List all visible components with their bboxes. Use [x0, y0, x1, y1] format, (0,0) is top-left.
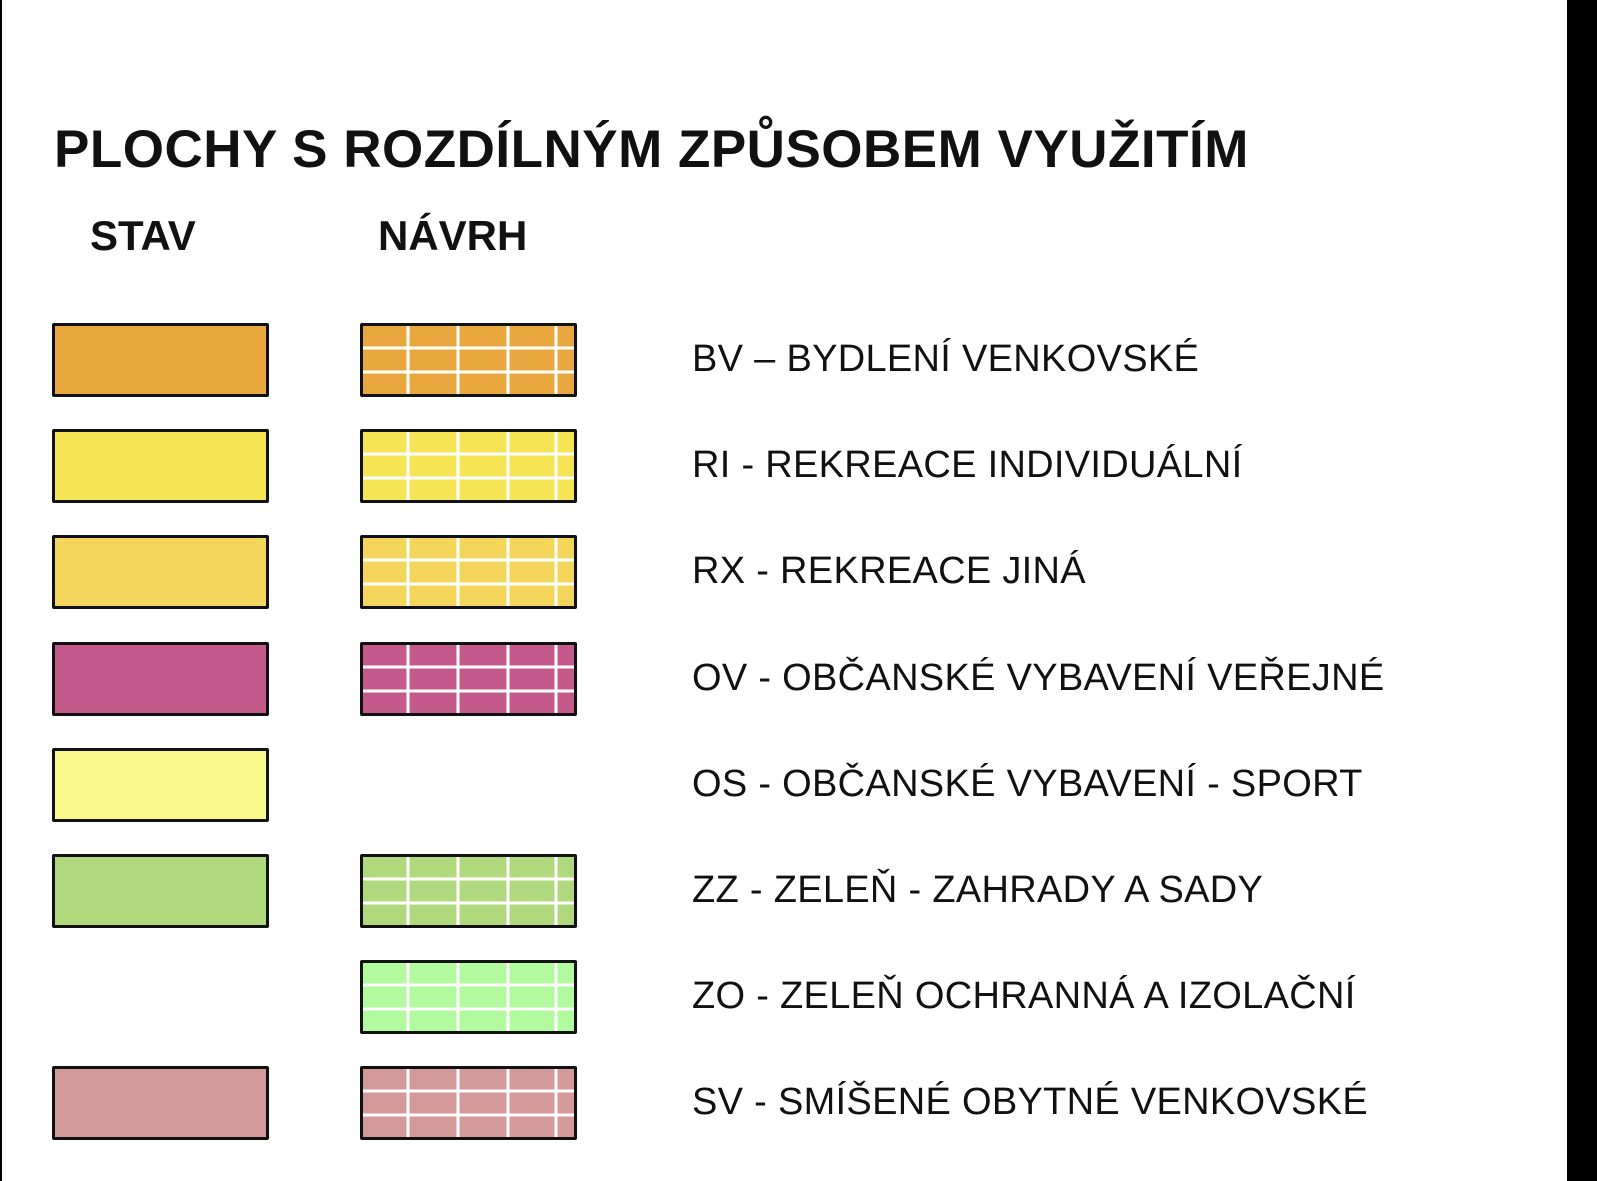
- legend-label-zo: ZO - ZELEŇ OCHRANNÁ A IZOLAČNÍ: [692, 975, 1356, 1017]
- legend-label-os: OS - OBČANSKÉ VYBAVENÍ - SPORT: [692, 763, 1363, 805]
- swatch-stav-os: [52, 748, 269, 822]
- legend-label-rx: RX - REKREACE JINÁ: [692, 550, 1086, 592]
- right-edge-strip: [1567, 0, 1597, 1181]
- swatch-navrh-zo: [360, 960, 577, 1034]
- grid-hatch-pattern: [363, 538, 574, 606]
- legend-label-ri: RI - REKREACE INDIVIDUÁLNÍ: [692, 444, 1243, 486]
- swatch-stav-bv: [52, 323, 269, 397]
- swatch-navrh-bv: [360, 323, 577, 397]
- legend-row-os: OS - OBČANSKÉ VYBAVENÍ - SPORT: [0, 748, 1560, 824]
- legend-row-sv: SV - SMÍŠENÉ OBYTNÉ VENKOVSKÉ: [0, 1066, 1560, 1142]
- legend-label-sv: SV - SMÍŠENÉ OBYTNÉ VENKOVSKÉ: [692, 1081, 1368, 1123]
- swatch-stav-sv: [52, 1066, 269, 1140]
- grid-hatch-pattern: [363, 1069, 574, 1137]
- legend-row-zz: ZZ - ZELEŇ - ZAHRADY A SADY: [0, 854, 1560, 930]
- legend-row-bv: BV – BYDLENÍ VENKOVSKÉ: [0, 323, 1560, 399]
- legend-label-bv: BV – BYDLENÍ VENKOVSKÉ: [692, 338, 1200, 380]
- legend-label-ov: OV - OBČANSKÉ VYBAVENÍ VEŘEJNÉ: [692, 657, 1385, 699]
- legend-row-ri: RI - REKREACE INDIVIDUÁLNÍ: [0, 429, 1560, 505]
- swatch-stav-ov: [52, 642, 269, 716]
- legend-label-zz: ZZ - ZELEŇ - ZAHRADY A SADY: [692, 869, 1264, 911]
- legend-row-zo: ZO - ZELEŇ OCHRANNÁ A IZOLAČNÍ: [0, 960, 1560, 1036]
- swatch-stav-rx: [52, 535, 269, 609]
- grid-hatch-pattern: [363, 645, 574, 713]
- grid-hatch-pattern: [363, 963, 574, 1031]
- swatch-stav-zz: [52, 854, 269, 928]
- grid-hatch-pattern: [363, 857, 574, 925]
- swatch-navrh-rx: [360, 535, 577, 609]
- swatch-navrh-zz: [360, 854, 577, 928]
- grid-hatch-pattern: [363, 326, 574, 394]
- legend-title: PLOCHY S ROZDÍLNÝM ZPŮSOBEM VYUŽITÍM: [54, 120, 1249, 179]
- swatch-navrh-ri: [360, 429, 577, 503]
- legend-row-ov: OV - OBČANSKÉ VYBAVENÍ VEŘEJNÉ: [0, 642, 1560, 718]
- grid-hatch-pattern: [363, 432, 574, 500]
- swatch-stav-ri: [52, 429, 269, 503]
- column-header-stav: STAV: [90, 212, 196, 259]
- swatch-navrh-ov: [360, 642, 577, 716]
- swatch-navrh-sv: [360, 1066, 577, 1140]
- legend-row-rx: RX - REKREACE JINÁ: [0, 535, 1560, 611]
- column-header-navrh: NÁVRH: [378, 212, 528, 259]
- left-border-line: [0, 0, 2, 1181]
